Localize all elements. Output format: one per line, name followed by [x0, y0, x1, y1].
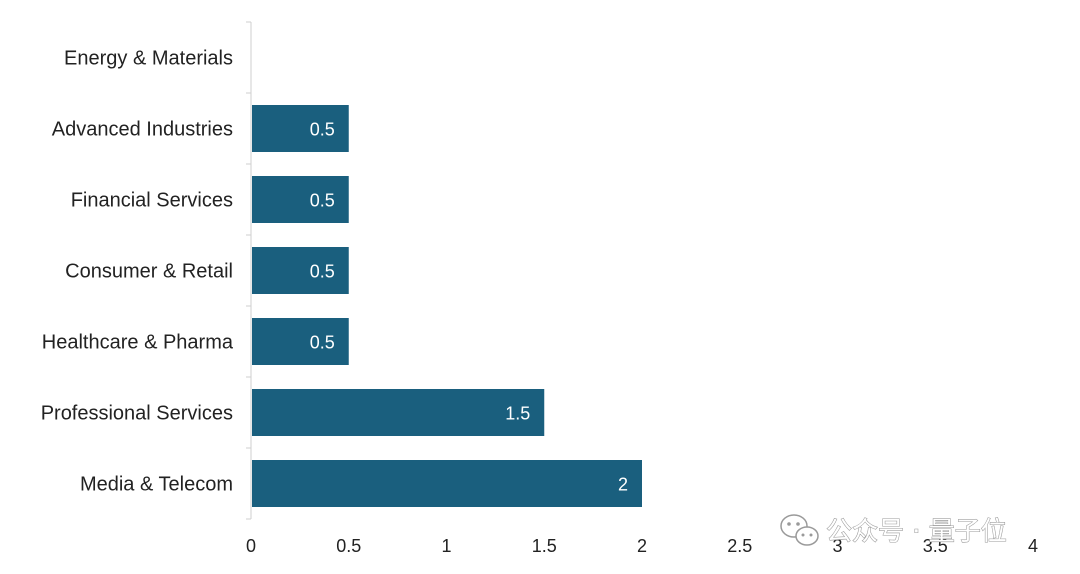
data-labels-layer: 0.5 0.5 0.5 0.5 1.5 2: [310, 120, 628, 495]
x-tick-label: 2.5: [727, 536, 752, 556]
x-tick-label: 1: [441, 536, 451, 556]
x-tick-label: 1.5: [532, 536, 557, 556]
x-tick-label: 4: [1028, 536, 1038, 556]
bar: [252, 460, 642, 507]
x-tick-label: 2: [637, 536, 647, 556]
category-label: Professional Services: [41, 403, 233, 425]
watermark-text: 公众号 · 量子位: [826, 517, 1007, 547]
category-label: Healthcare & Pharma: [42, 332, 234, 354]
category-label: Media & Telecom: [80, 474, 233, 496]
bar: [252, 176, 349, 223]
data-label: 0.5: [310, 262, 335, 282]
data-label: 2: [618, 475, 628, 495]
bars-layer: [252, 105, 642, 507]
watermark: 公众号 · 量子位: [780, 514, 1007, 548]
y-axis: [246, 21, 252, 520]
bar: [252, 389, 545, 436]
x-tick-labels-layer: 0 0.5 1 1.5 2 2.5 3 3.5 4: [246, 536, 1038, 556]
x-tick-label: 0.5: [336, 536, 361, 556]
bar: [252, 318, 349, 365]
x-tick-label: 3.5: [923, 536, 948, 556]
bar: [252, 105, 349, 152]
bar: [252, 247, 349, 294]
category-label: Advanced Industries: [52, 119, 233, 141]
data-label: 1.5: [505, 404, 530, 424]
data-label: 0.5: [310, 191, 335, 211]
data-label: 0.5: [310, 120, 335, 140]
category-label: Financial Services: [71, 190, 233, 212]
category-label: Energy & Materials: [64, 48, 233, 70]
x-tick-label: 3: [832, 536, 842, 556]
category-label: Consumer & Retail: [65, 261, 233, 283]
wechat-icon: [780, 514, 819, 546]
category-labels-layer: Energy & Materials Advanced Industries Fin…: [41, 48, 234, 496]
data-label: 0.5: [310, 333, 335, 353]
x-tick-label: 0: [246, 536, 256, 556]
